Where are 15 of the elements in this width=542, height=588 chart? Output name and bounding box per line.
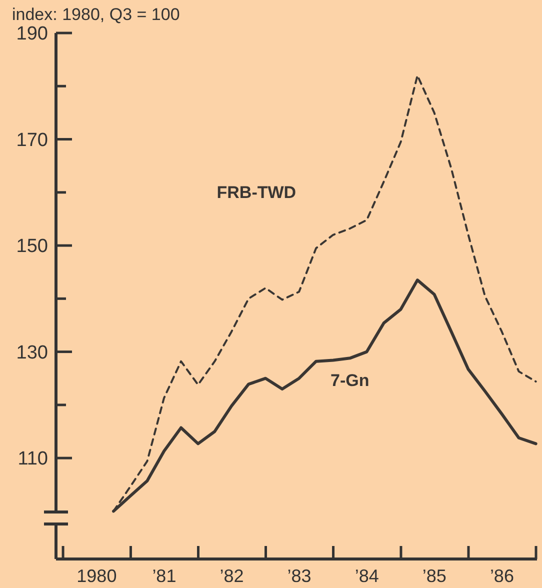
x-tick-label: ’86 [490, 566, 514, 586]
y-axis-title: index: 1980, Q3 = 100 [12, 5, 180, 24]
y-tick-label: 150 [16, 236, 48, 258]
x-tick-label: ’82 [220, 566, 244, 586]
y-tick-label: 190 [16, 24, 48, 45]
y-tick-label: 130 [16, 342, 48, 364]
x-tick-label: ’81 [152, 566, 176, 586]
x-tick-label: ’85 [422, 566, 446, 586]
x-tick-label: ’83 [287, 566, 312, 586]
series-label: 7-Gn [330, 371, 370, 390]
x-tick-label: ’84 [354, 566, 379, 586]
text: FRB-TWD [216, 183, 296, 202]
y-tick-label: 170 [16, 130, 48, 151]
y-tick-label: 110 [18, 448, 48, 470]
x-tick-label: 1980 [76, 566, 117, 586]
